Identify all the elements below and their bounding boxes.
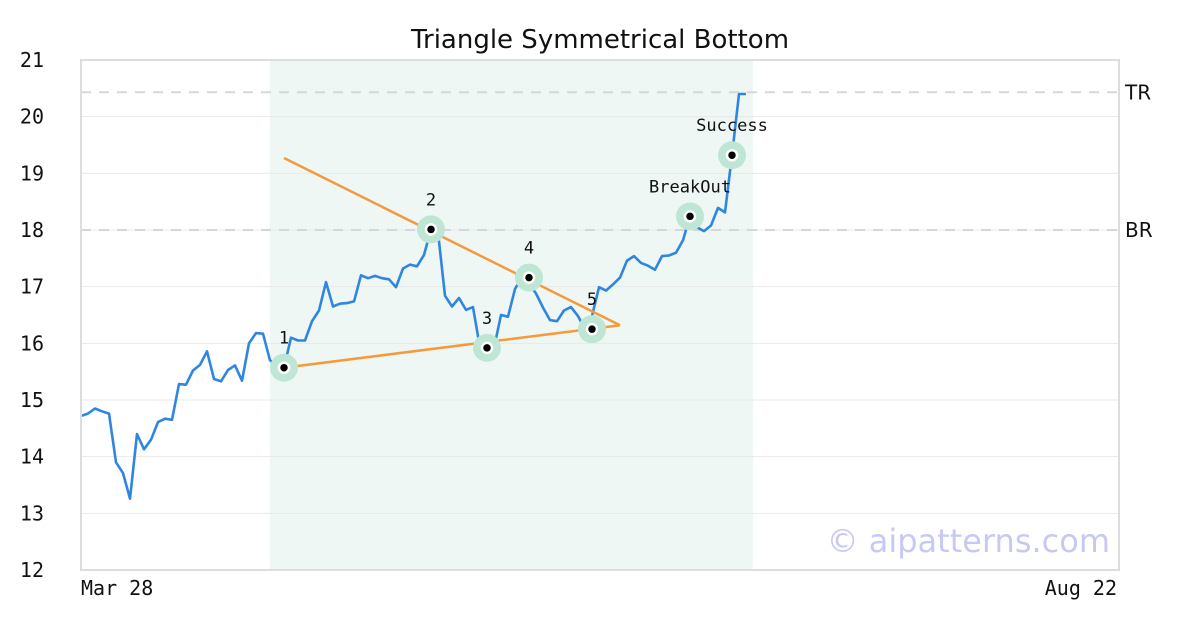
price-series [80,92,746,500]
y-tick-label: 19 [20,161,44,185]
pattern-region-shading [270,60,753,570]
pattern-point [725,148,739,162]
chart-title: Triangle Symmetrical Bottom [410,25,789,55]
pattern-point [480,341,494,355]
y-tick-label: 14 [20,445,44,469]
y-tick-label: 21 [20,48,44,72]
pattern-point-label: BreakOut [649,177,731,197]
pattern-point [277,361,291,374]
x-tick-label: Mar 28 [81,576,153,600]
pattern-point-label: Success [696,116,768,136]
pattern-points: 1 2 3 4 5 BreakOut Success [270,116,768,382]
triangle-upper-line [283,156,621,327]
y-tick-label: 20 [20,105,44,129]
y-tick-label: 17 [20,275,44,299]
x-axis-ticks: Mar 28 Aug 22 [81,576,1117,600]
watermark: © aipatterns.com [827,522,1110,560]
pattern-point-label: 4 [524,239,534,259]
level-label: TR [1124,80,1151,104]
price-line [80,92,746,500]
y-tick-label: 16 [20,331,44,355]
pattern-point-label: 5 [587,290,597,310]
y-tick-label: 15 [20,388,44,412]
level-lines: TR BR [81,80,1153,242]
x-tick-label: Aug 22 [1045,576,1117,600]
y-axis-ticks: 12 13 14 15 16 17 18 19 20 21 [20,48,44,582]
pattern-point [424,223,438,236]
plot-frame [80,59,1120,571]
level-label: BR [1125,218,1153,242]
triangle-lower-line [283,323,621,369]
y-tick-label: 13 [20,501,44,525]
pattern-point [522,271,536,284]
triangle-lines [283,156,621,369]
pattern-point-label: 2 [426,190,436,210]
pattern-point-label: 3 [482,309,492,329]
pattern-point [585,322,599,336]
y-tick-label: 12 [20,558,44,582]
pattern-point [683,210,697,223]
y-tick-label: 18 [20,218,44,242]
pattern-point-label: 1 [279,329,289,349]
